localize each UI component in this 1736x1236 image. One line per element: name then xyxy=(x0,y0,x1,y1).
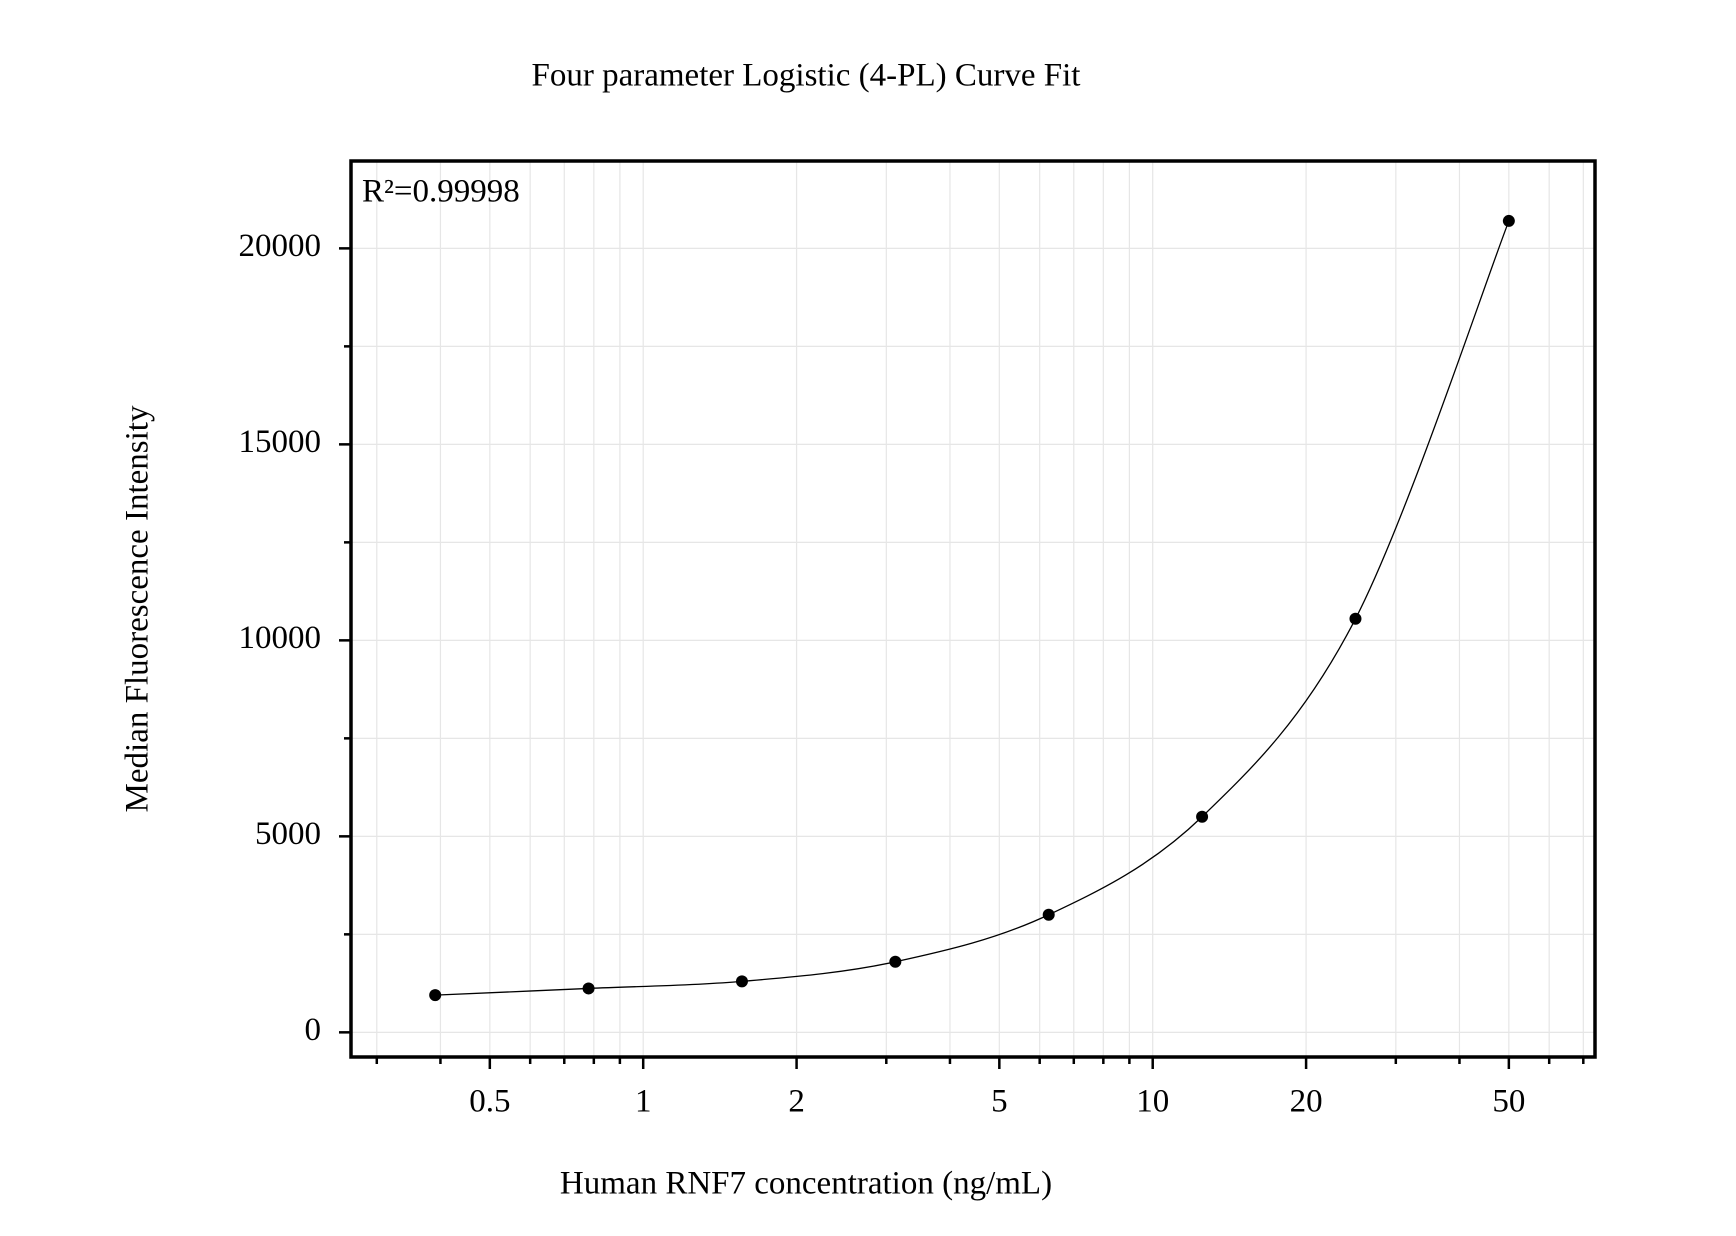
x-tick-label: 20 xyxy=(1290,1084,1323,1120)
y-tick-label: 0 xyxy=(305,1012,322,1048)
data-point xyxy=(1349,612,1362,625)
y-tick-label: 10000 xyxy=(239,620,322,656)
x-tick-label: 10 xyxy=(1136,1084,1169,1120)
data-point xyxy=(735,975,748,988)
data-point xyxy=(1042,908,1055,921)
y-axis-label: Median Fluorescence Intensity xyxy=(120,405,156,812)
chart-title: Four parameter Logistic (4-PL) Curve Fit xyxy=(532,58,1081,94)
data-point xyxy=(889,955,902,968)
x-axis-label: Human RNF7 concentration (ng/mL) xyxy=(560,1166,1052,1202)
plot xyxy=(429,214,1515,1002)
data-point xyxy=(429,989,442,1002)
y-tick-label: 20000 xyxy=(239,228,322,264)
x-tick-label: 50 xyxy=(1492,1084,1525,1120)
data-point xyxy=(582,982,595,995)
fit-curve xyxy=(435,220,1510,996)
x-tick-label: 5 xyxy=(991,1084,1008,1120)
x-tick-label: 0.5 xyxy=(469,1084,510,1120)
x-tick-label: 2 xyxy=(788,1084,805,1120)
plot-frame xyxy=(349,159,1597,1059)
data-point xyxy=(1502,214,1515,227)
y-tick-label: 5000 xyxy=(255,816,321,852)
annotation: R²=0.99998 xyxy=(362,174,520,210)
y-tick-label: 15000 xyxy=(239,424,322,460)
x-tick-label: 1 xyxy=(635,1084,652,1120)
data-point xyxy=(1196,810,1209,823)
grid xyxy=(351,161,1595,1057)
